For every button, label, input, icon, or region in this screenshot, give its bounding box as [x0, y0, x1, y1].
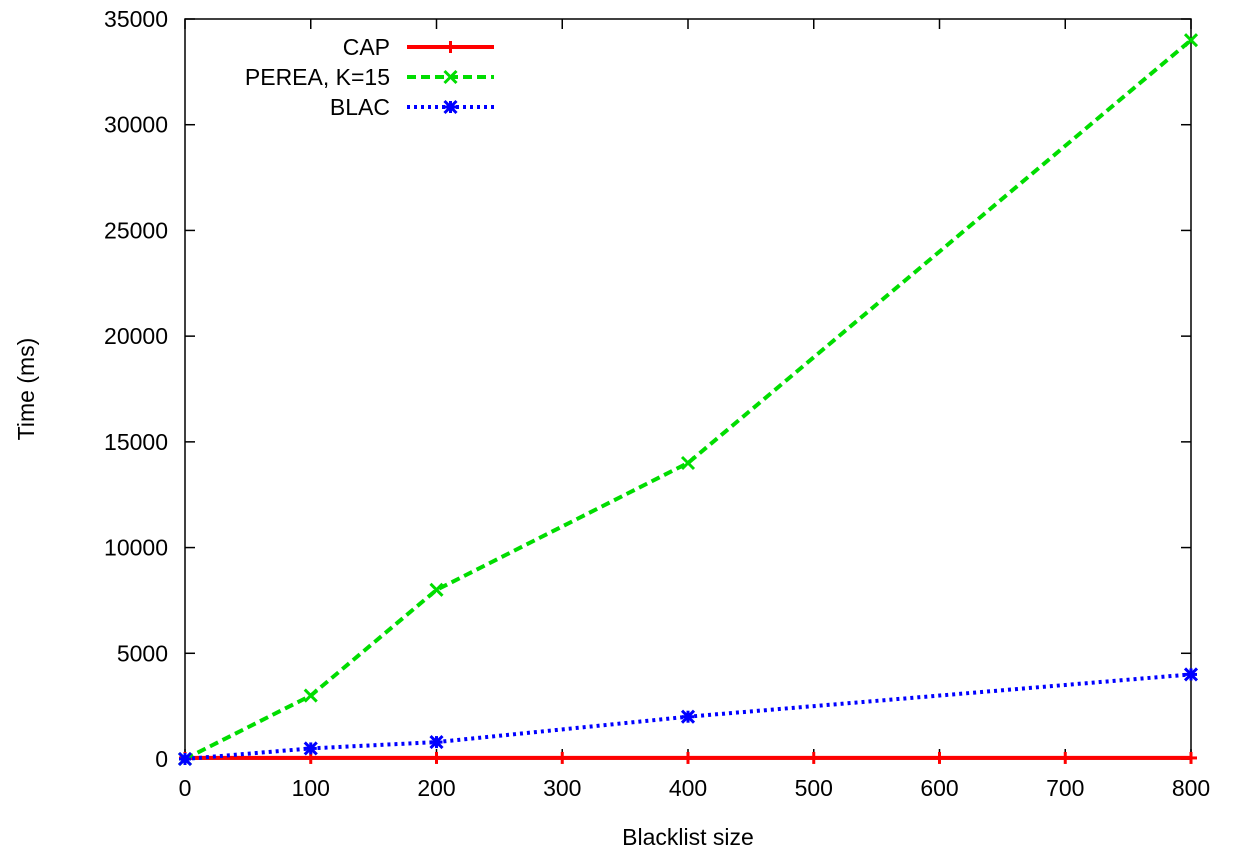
x-tick-label: 600 [920, 775, 958, 801]
series-line-1 [184, 38, 1193, 761]
y-axis-title: Time (ms) [13, 338, 39, 441]
legend: CAP PEREA, K=15 BLAC [245, 34, 494, 120]
legend-marker [443, 69, 458, 85]
x-tick-label: 100 [292, 775, 330, 801]
x-tick-label: 200 [417, 775, 455, 801]
series-group [177, 33, 1199, 767]
data-point-2-0 [177, 751, 193, 767]
y-tick-label: 20000 [104, 323, 168, 349]
legend-marker [444, 41, 457, 53]
data-point-2-3 [680, 709, 696, 724]
data-point-1-2 [429, 582, 444, 597]
data-point-1-3 [680, 455, 696, 471]
y-tick-label: 10000 [104, 535, 168, 561]
data-point-0-3 [556, 751, 569, 764]
data-point-2-2 [429, 735, 444, 750]
data-point-0-8 [1185, 751, 1197, 764]
legend-marker [443, 99, 458, 115]
plot-frame [184, 18, 1192, 760]
legend-label: BLAC [330, 94, 390, 120]
x-tick-label: 0 [179, 775, 192, 801]
y-tick-label: 30000 [104, 112, 168, 138]
y-tick-label: 15000 [104, 429, 168, 455]
x-tick-label: 500 [795, 775, 833, 801]
data-point-1-1 [303, 688, 318, 703]
data-point-0-6 [933, 751, 946, 764]
x-tick-label: 300 [543, 775, 581, 801]
x-tick-label: 800 [1172, 775, 1210, 801]
x-axis-title: Blacklist size [622, 824, 754, 850]
x-tick-label: 700 [1046, 775, 1084, 801]
legend-label: CAP [343, 34, 390, 60]
x-tick-label: 400 [669, 775, 707, 801]
data-point-0-2 [430, 751, 443, 764]
data-point-1-4 [1183, 33, 1199, 48]
y-tick-label: 5000 [117, 640, 168, 666]
data-point-0-5 [807, 751, 820, 764]
y-tick-label: 25000 [104, 217, 168, 243]
data-point-0-4 [682, 751, 694, 764]
axis-ticks: 0 100 200 300 400 500 600 700 800 0 5000 10000 15000… [104, 6, 1210, 801]
y-tick-label: 35000 [104, 6, 168, 32]
data-point-0-7 [1059, 751, 1072, 764]
legend-label: PEREA, K=15 [245, 64, 390, 90]
data-point-2-4 [1183, 667, 1199, 682]
y-tick-label: 0 [155, 746, 168, 772]
data-point-2-1 [303, 741, 318, 756]
